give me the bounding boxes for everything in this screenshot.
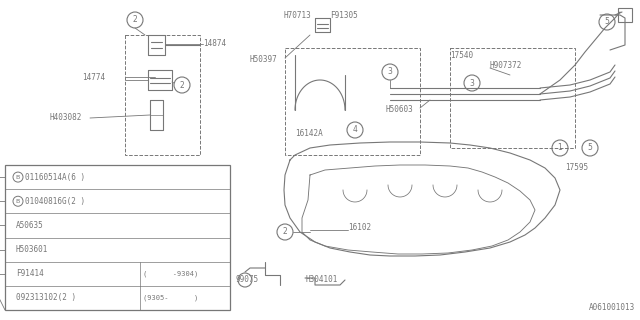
Text: 5: 5: [605, 18, 609, 27]
Text: A50635: A50635: [16, 221, 44, 230]
Text: 17595: 17595: [565, 164, 588, 172]
Text: A061001013: A061001013: [589, 303, 635, 312]
Text: H304101: H304101: [305, 276, 337, 284]
Text: 14874: 14874: [203, 38, 226, 47]
Bar: [5, 165, 230, 310]
Text: 17540: 17540: [450, 51, 473, 60]
Text: H70713: H70713: [283, 11, 311, 20]
Text: 2: 2: [132, 15, 138, 25]
Text: F91414: F91414: [16, 269, 44, 278]
Text: 3: 3: [388, 68, 392, 76]
Text: H50603: H50603: [385, 106, 413, 115]
Text: H50397: H50397: [250, 55, 278, 65]
Text: 01040816G(2 ): 01040816G(2 ): [25, 197, 85, 206]
Text: 01160514A(6 ): 01160514A(6 ): [25, 172, 85, 181]
Bar: [618, 8, 632, 22]
Text: (      -9304): ( -9304): [143, 270, 198, 277]
Text: 4: 4: [353, 125, 357, 134]
Text: H403082: H403082: [50, 114, 83, 123]
Text: 3: 3: [470, 78, 474, 87]
Text: 5: 5: [588, 143, 593, 153]
Text: B: B: [16, 199, 20, 204]
Text: 2: 2: [180, 81, 184, 90]
Text: F91305: F91305: [330, 11, 358, 20]
Bar: [125, 35, 200, 155]
Text: 1: 1: [557, 143, 563, 153]
Text: B: B: [16, 175, 20, 180]
Text: 14774: 14774: [82, 73, 105, 82]
Text: H907372: H907372: [490, 60, 522, 69]
Text: (9305-      ): (9305- ): [143, 295, 198, 301]
Text: 16102: 16102: [348, 223, 371, 233]
Text: 16142A: 16142A: [295, 129, 323, 138]
Text: 99075: 99075: [235, 276, 258, 284]
Text: 092313102(2 ): 092313102(2 ): [16, 293, 76, 302]
Text: 2: 2: [283, 228, 287, 236]
Bar: [450, 48, 575, 148]
Text: H503601: H503601: [16, 245, 49, 254]
Bar: [285, 48, 420, 155]
